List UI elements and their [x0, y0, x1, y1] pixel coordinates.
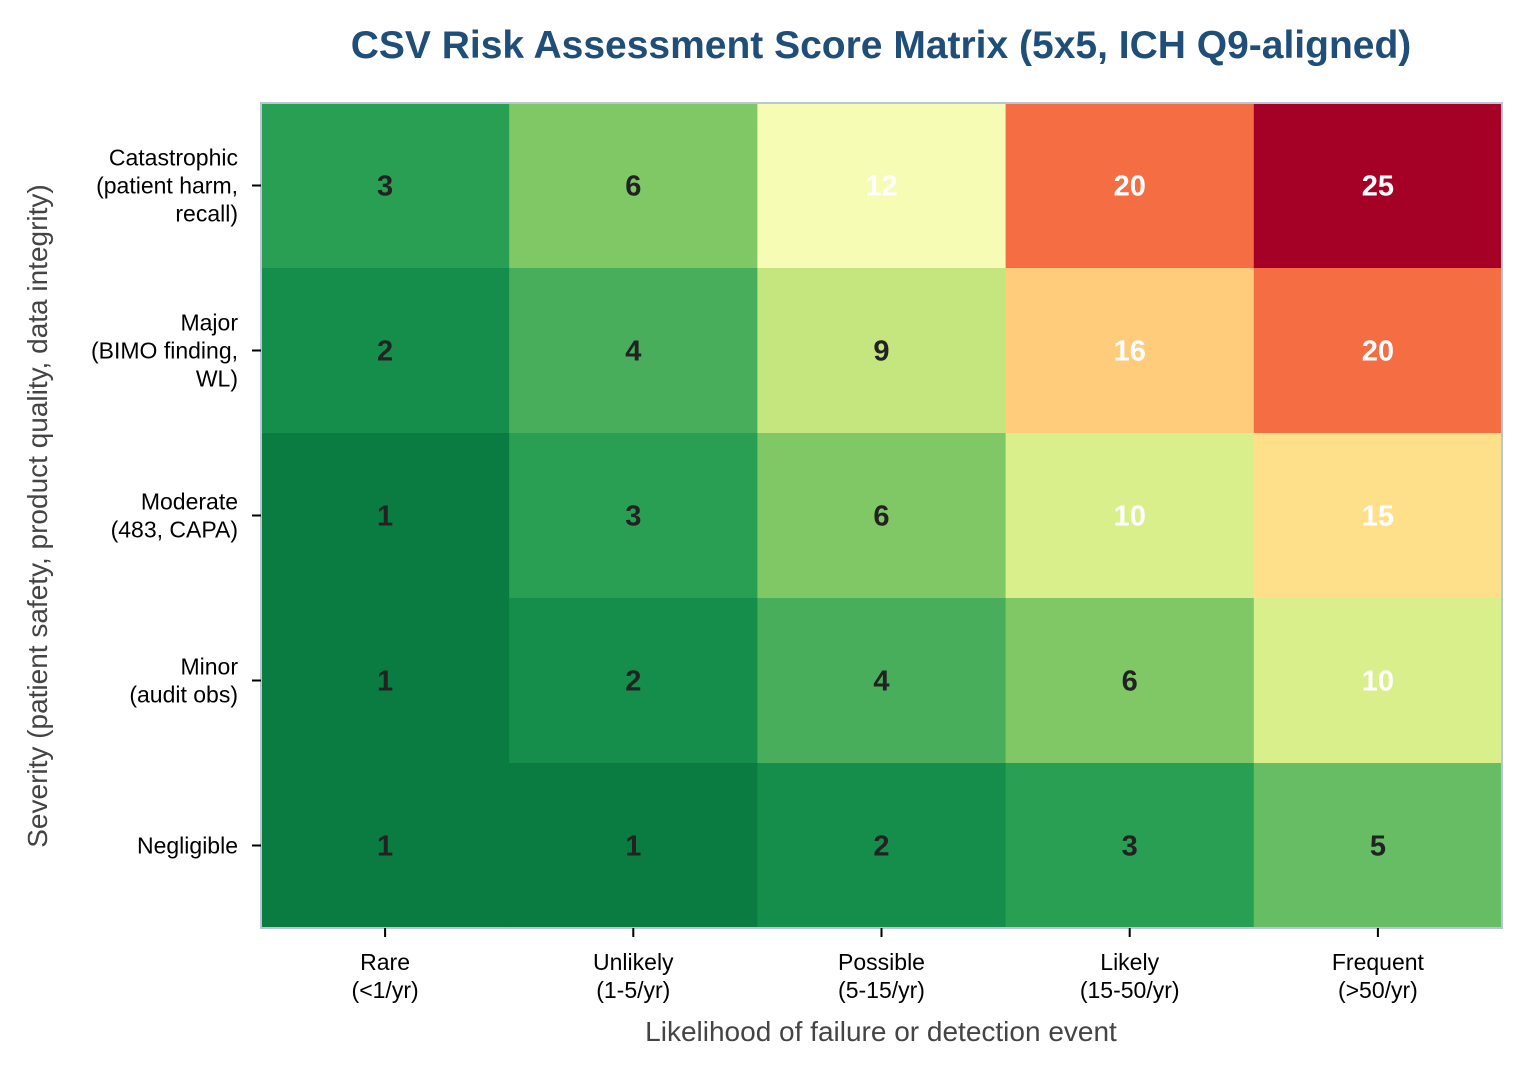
- heatmap-cell: [261, 433, 510, 599]
- cell-value-label: 2: [625, 666, 641, 698]
- heatmap-cell: [509, 268, 758, 434]
- heatmap-cell: [261, 268, 510, 434]
- cell-value-label: 6: [625, 171, 641, 203]
- cell-value-label: 15: [1362, 501, 1394, 533]
- x-tick-label: Unlikely (1-5/yr): [593, 949, 674, 1003]
- cell-value-label: 1: [377, 666, 393, 698]
- x-axis-label: Likelihood of failure or detection event: [645, 1016, 1117, 1047]
- heatmap-cell: [1005, 268, 1255, 434]
- heatmap-cell: [509, 433, 758, 599]
- y-tick-label: Catastrophic (patient harm, recall): [96, 145, 238, 227]
- heatmap-cell: [1005, 103, 1255, 269]
- cell-value-label: 3: [377, 171, 393, 203]
- cell-value-label: 6: [1122, 666, 1138, 698]
- heatmap-cell: [757, 268, 1007, 434]
- heatmap-cell: [1253, 598, 1503, 764]
- cell-value-label: 25: [1362, 171, 1394, 203]
- heatmap-cell: [261, 598, 510, 764]
- cell-value-label: 2: [377, 336, 393, 368]
- x-tick-label: Frequent (>50/yr): [1332, 949, 1425, 1003]
- cell-value-label: 1: [377, 831, 393, 863]
- cell-value-label: 10: [1362, 666, 1394, 698]
- x-tick-label: Possible (5-15/yr): [838, 949, 925, 1003]
- heatmap-cell: [261, 103, 510, 269]
- heatmap-cell: [757, 103, 1007, 269]
- x-tick-label: Rare (<1/yr): [352, 949, 419, 1003]
- cell-value-label: 1: [377, 501, 393, 533]
- heatmap-cell: [1005, 763, 1255, 929]
- cell-value-label: 9: [873, 336, 889, 368]
- cell-value-label: 20: [1362, 336, 1394, 368]
- cell-value-label: 10: [1114, 501, 1146, 533]
- heatmap-cell: [1253, 103, 1503, 269]
- cell-value-label: 20: [1114, 171, 1146, 203]
- y-axis-label: Severity (patient safety, product qualit…: [22, 184, 53, 848]
- y-axis-ticks: Catastrophic (patient harm, recall) Major (B…: [91, 145, 261, 859]
- cell-value-label: 3: [625, 501, 641, 533]
- chart-title: CSV Risk Assessment Score Matrix (5x5, I…: [351, 24, 1412, 67]
- y-tick-label: Major (BIMO finding, WL): [91, 310, 238, 392]
- y-tick-label: Negligible: [137, 833, 238, 859]
- cell-value-label: 1: [625, 831, 641, 863]
- cell-value-label: 12: [865, 171, 897, 203]
- heatmap-cell: [509, 103, 758, 269]
- heatmap-cell: [1253, 433, 1503, 599]
- y-tick-label: Moderate (483, CAPA): [111, 489, 238, 543]
- heatmap-cell: [509, 763, 758, 929]
- cell-value-label: 16: [1114, 336, 1146, 368]
- cell-value-label: 6: [873, 501, 889, 533]
- heatmap-cells: [261, 103, 1503, 929]
- heatmap-cell: [509, 598, 758, 764]
- heatmap-cell: [261, 763, 510, 929]
- cell-value-label: 4: [873, 666, 889, 698]
- x-tick-label: Likely (15-50/yr): [1080, 949, 1180, 1003]
- cell-value-label: 5: [1370, 831, 1386, 863]
- y-tick-label: Minor (audit obs): [129, 654, 238, 708]
- heatmap-cell: [757, 433, 1007, 599]
- cell-value-label: 3: [1122, 831, 1138, 863]
- heatmap-cell: [1253, 268, 1503, 434]
- heatmap-cell: [757, 763, 1007, 929]
- heatmap-cell: [757, 598, 1007, 764]
- x-axis-ticks: Rare (<1/yr) Unlikely (1-5/yr) Possible (5-15…: [352, 928, 1425, 1003]
- heatmap-cell: [1005, 433, 1255, 599]
- cell-value-label: 4: [625, 336, 641, 368]
- heatmap-cell: [1005, 598, 1255, 764]
- cell-value-label: 2: [873, 831, 889, 863]
- heatmap-cell-labels: 3 6 12 20 252 4 9 16 201 3 6 10 151 2 4 6 101 1 2 3 5: [377, 171, 1394, 863]
- heatmap-cell: [1253, 763, 1503, 929]
